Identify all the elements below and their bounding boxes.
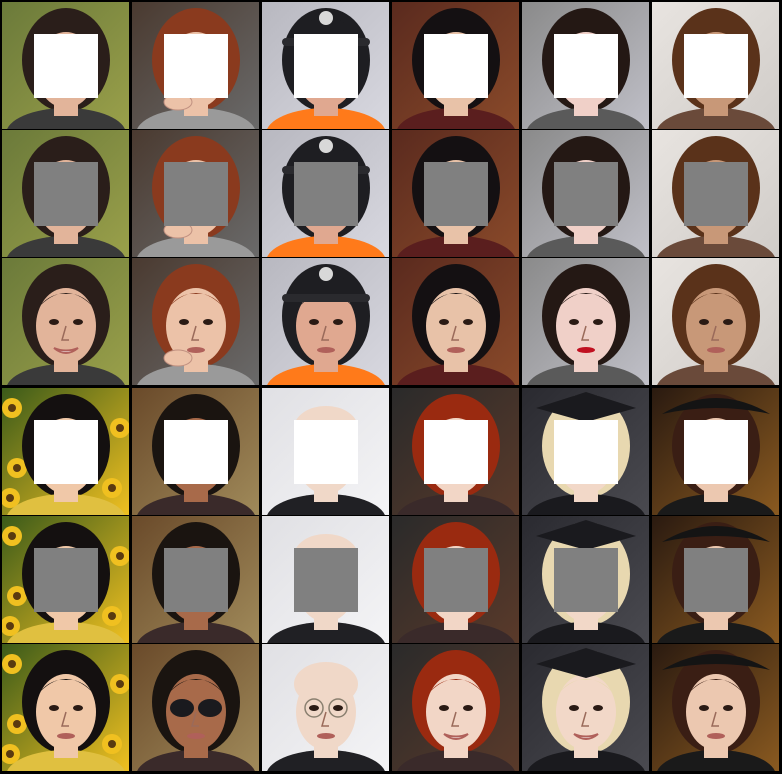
face-image-woman-red-lips-mean-filled — [522, 130, 649, 257]
face-image-girl-dark-hair-outdoor-masked-input — [2, 2, 129, 129]
white-mask-square — [34, 34, 98, 98]
white-mask-square — [554, 34, 618, 98]
face-photo — [262, 258, 389, 385]
face-image-man-sunglasses-mean-filled — [132, 516, 259, 643]
white-mask-square — [684, 34, 748, 98]
face-image-woman-ornate-hat-reconstruction — [652, 644, 779, 771]
face-image-girl-dark-hair-outdoor-mean-filled — [2, 130, 129, 257]
gray-mask-square — [34, 548, 98, 612]
white-mask-square — [164, 34, 228, 98]
white-mask-square — [684, 420, 748, 484]
gray-mask-square — [424, 548, 488, 612]
face-image-child-sunflowers-mean-filled — [2, 516, 129, 643]
gray-mask-square — [34, 162, 98, 226]
gray-mask-square — [164, 162, 228, 226]
face-image-elderly-man-glasses-reconstruction — [262, 644, 389, 771]
face-image-police-officer-reconstruction — [262, 258, 389, 385]
face-image-man-curly-hair-mean-filled — [652, 130, 779, 257]
face-image-man-curly-hair-masked-input — [652, 2, 779, 129]
gray-mask-square — [684, 548, 748, 612]
face-photo — [2, 258, 129, 385]
white-mask-square — [294, 34, 358, 98]
face-photo — [262, 644, 389, 771]
face-photo — [392, 644, 519, 771]
face-image-man-curly-hair-reconstruction — [652, 258, 779, 385]
face-photo — [2, 644, 129, 771]
face-image-girl-auburn-hair-masked-input — [132, 2, 259, 129]
face-image-woman-ornate-hat-mean-filled — [652, 516, 779, 643]
face-image-redhead-woman-mean-filled — [392, 516, 519, 643]
face-image-blonde-graduate-reconstruction — [522, 644, 649, 771]
face-image-redhead-woman-masked-input — [392, 388, 519, 515]
white-mask-square — [294, 420, 358, 484]
face-image-police-officer-masked-input — [262, 2, 389, 129]
face-image-elderly-man-glasses-mean-filled — [262, 516, 389, 643]
gray-mask-square — [424, 162, 488, 226]
face-image-man-sunglasses-masked-input — [132, 388, 259, 515]
face-photo — [132, 258, 259, 385]
face-image-redhead-woman-reconstruction — [392, 644, 519, 771]
face-photo — [652, 644, 779, 771]
face-image-asian-woman-indoor-reconstruction — [392, 258, 519, 385]
gray-mask-square — [294, 548, 358, 612]
face-photo — [132, 644, 259, 771]
face-image-asian-woman-indoor-mean-filled — [392, 130, 519, 257]
face-image-elderly-man-glasses-masked-input — [262, 388, 389, 515]
white-mask-square — [424, 420, 488, 484]
face-image-man-sunglasses-reconstruction — [132, 644, 259, 771]
face-image-police-officer-mean-filled — [262, 130, 389, 257]
white-mask-square — [34, 420, 98, 484]
white-mask-square — [554, 420, 618, 484]
face-image-girl-auburn-hair-reconstruction — [132, 258, 259, 385]
face-image-girl-dark-hair-outdoor-reconstruction — [2, 258, 129, 385]
gray-mask-square — [294, 162, 358, 226]
face-image-woman-ornate-hat-masked-input — [652, 388, 779, 515]
face-image-blonde-graduate-mean-filled — [522, 516, 649, 643]
gray-mask-square — [554, 162, 618, 226]
gray-mask-square — [554, 548, 618, 612]
face-image-asian-woman-indoor-masked-input — [392, 2, 519, 129]
gray-mask-square — [684, 162, 748, 226]
white-mask-square — [164, 420, 228, 484]
face-photo — [522, 258, 649, 385]
face-photo — [522, 644, 649, 771]
face-photo — [652, 258, 779, 385]
face-image-woman-red-lips-reconstruction — [522, 258, 649, 385]
gray-mask-square — [164, 548, 228, 612]
face-image-child-sunflowers-masked-input — [2, 388, 129, 515]
face-image-blonde-graduate-masked-input — [522, 388, 649, 515]
face-image-girl-auburn-hair-mean-filled — [132, 130, 259, 257]
white-mask-square — [424, 34, 488, 98]
face-image-woman-red-lips-masked-input — [522, 2, 649, 129]
face-photo — [392, 258, 519, 385]
face-image-child-sunflowers-reconstruction — [2, 644, 129, 771]
